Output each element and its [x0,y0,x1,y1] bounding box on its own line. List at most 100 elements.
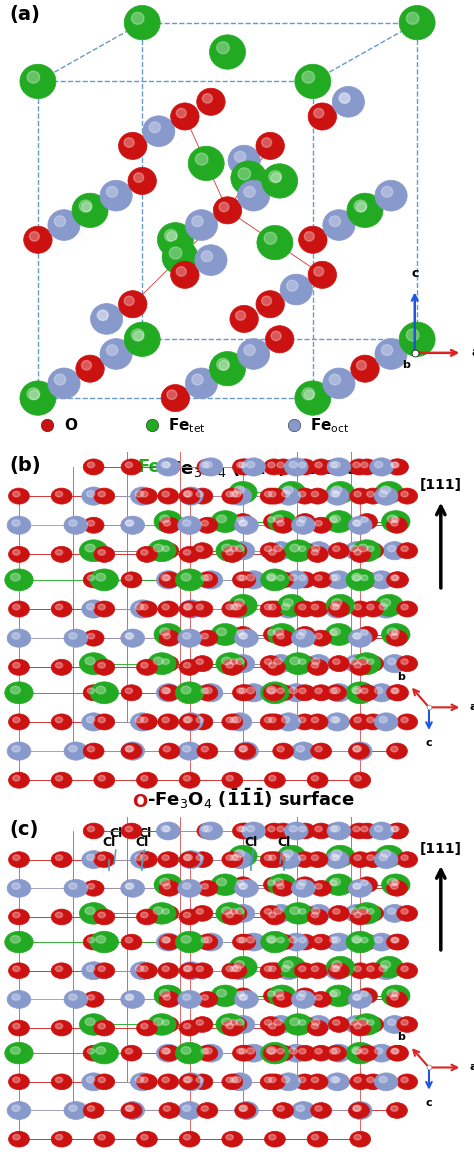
Circle shape [391,746,398,752]
Circle shape [156,1045,180,1062]
Circle shape [292,629,315,647]
Circle shape [356,401,377,417]
Circle shape [274,1019,282,1026]
Circle shape [388,988,409,1003]
Circle shape [107,187,118,197]
Circle shape [87,938,95,942]
Circle shape [161,826,170,832]
Circle shape [397,600,418,617]
Circle shape [311,1046,331,1061]
Circle shape [55,663,63,669]
Circle shape [271,331,281,341]
Circle shape [264,1077,272,1082]
Circle shape [235,1046,255,1061]
Circle shape [379,604,387,610]
Circle shape [264,626,284,643]
Circle shape [237,826,244,832]
Circle shape [182,519,191,526]
Circle shape [239,633,246,639]
Circle shape [226,488,247,504]
Circle shape [264,966,272,972]
Circle shape [388,459,409,475]
Circle shape [226,1023,233,1029]
Circle shape [330,966,338,972]
Circle shape [264,1074,285,1089]
Text: (c): (c) [9,820,39,839]
Circle shape [98,1134,105,1140]
Circle shape [229,956,257,978]
Circle shape [269,604,276,610]
Circle shape [237,630,244,636]
Circle shape [328,1016,349,1033]
Circle shape [328,488,349,504]
Circle shape [51,659,72,676]
Circle shape [121,516,145,535]
Circle shape [311,880,331,897]
Circle shape [294,685,315,700]
Circle shape [161,687,170,693]
Circle shape [294,430,315,445]
Circle shape [260,906,281,921]
Circle shape [268,511,296,532]
Circle shape [268,985,296,1007]
Circle shape [256,133,284,160]
Circle shape [94,962,115,979]
Circle shape [284,684,308,701]
Circle shape [387,515,397,523]
Circle shape [387,459,407,475]
Circle shape [98,776,105,781]
Circle shape [130,1073,154,1090]
Circle shape [282,717,290,723]
Circle shape [273,992,294,1007]
Circle shape [141,912,148,918]
Circle shape [299,1048,306,1054]
Circle shape [51,909,72,925]
Circle shape [349,1019,358,1026]
Circle shape [197,822,218,839]
Circle shape [24,226,52,254]
Circle shape [295,65,331,99]
Circle shape [125,1048,133,1054]
Text: c: c [411,268,419,281]
Circle shape [326,713,349,731]
Circle shape [235,486,245,494]
Circle shape [233,572,254,588]
Circle shape [55,1077,63,1082]
Circle shape [237,338,270,369]
Circle shape [231,654,255,673]
Circle shape [326,685,346,700]
Circle shape [79,200,92,212]
Circle shape [268,874,296,895]
Circle shape [323,368,355,398]
Circle shape [388,685,409,700]
Circle shape [239,746,247,752]
Circle shape [330,854,338,860]
Circle shape [233,1046,254,1061]
Circle shape [370,458,393,476]
Circle shape [125,462,133,468]
Circle shape [299,404,306,409]
Circle shape [201,938,209,942]
Circle shape [406,329,419,341]
Circle shape [327,684,351,701]
Circle shape [284,933,308,951]
Circle shape [231,793,255,811]
Circle shape [382,511,410,532]
Circle shape [379,854,387,860]
Circle shape [367,908,374,914]
Circle shape [135,604,144,610]
Circle shape [201,884,209,889]
Circle shape [183,912,191,918]
Circle shape [356,459,377,475]
Circle shape [90,569,118,591]
Circle shape [392,575,399,580]
Circle shape [235,961,245,968]
Circle shape [126,519,134,526]
Circle shape [64,629,88,647]
Circle shape [80,653,108,674]
Circle shape [361,826,368,832]
Circle shape [82,202,91,212]
Circle shape [156,571,180,589]
Circle shape [55,717,63,723]
Circle shape [121,459,142,475]
